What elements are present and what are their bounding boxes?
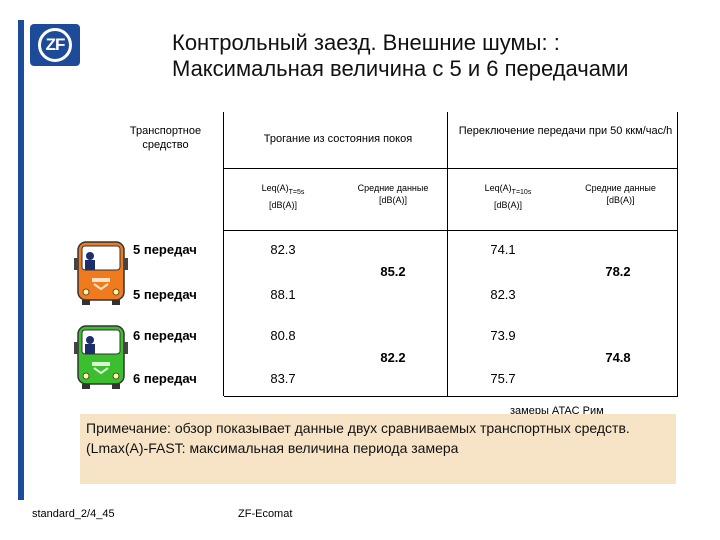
header-vehicle: Транспортное средство bbox=[129, 125, 202, 151]
zf-logo: ZF bbox=[30, 24, 80, 66]
row-label: 6 передач bbox=[133, 328, 197, 343]
value-shift: 74.1 bbox=[490, 242, 516, 257]
green-bus-icon bbox=[74, 325, 128, 389]
table-hline bbox=[224, 168, 678, 169]
table-vline bbox=[677, 112, 678, 396]
slide-title: Контрольный заезд. Внешние шумы: : Макси… bbox=[172, 30, 629, 81]
subheader-avg-shift: Средние данные [dB(A)] bbox=[585, 183, 656, 205]
orange-bus-icon bbox=[74, 241, 128, 305]
table-hline bbox=[224, 230, 678, 231]
avg-start: 82.2 bbox=[380, 350, 406, 365]
value-shift: 75.7 bbox=[490, 371, 516, 386]
avg-shift: 74.8 bbox=[605, 350, 631, 365]
value-start: 80.8 bbox=[270, 328, 296, 343]
footer-doc-id: standard_2/4_45 bbox=[32, 508, 115, 520]
table-vline bbox=[223, 112, 224, 396]
sidebar-accent-bar bbox=[18, 20, 24, 500]
value-start: 88.1 bbox=[270, 287, 296, 302]
note-box: Примечание: обзор показывает данные двух… bbox=[80, 414, 676, 484]
row-label: 6 передач bbox=[133, 371, 197, 386]
table-vline bbox=[447, 112, 448, 396]
row-label: 5 передач bbox=[133, 242, 197, 257]
value-start: 82.3 bbox=[270, 242, 296, 257]
avg-shift: 78.2 bbox=[605, 264, 631, 279]
noise-table: Транспортное средство Трогание из состоя… bbox=[108, 112, 678, 397]
note-line2: (Lmax(A)-FAST: максимальная величина пер… bbox=[86, 440, 459, 456]
header-shift: Переключение передачи при 50 ккм/час/h bbox=[458, 125, 673, 137]
subheader-leq-start: Leq(A)T=5s [dB(A)] bbox=[261, 183, 305, 210]
value-start: 83.7 bbox=[270, 371, 296, 386]
zf-logo-ring: ZF bbox=[38, 28, 72, 62]
header-start: Трогание из состояния покоя bbox=[263, 133, 413, 145]
value-shift: 73.9 bbox=[490, 328, 516, 343]
subheader-leq-shift: Leq(A)T=10s [dB(A)] bbox=[484, 183, 532, 210]
zf-logo-text: ZF bbox=[45, 35, 66, 54]
table-hline bbox=[224, 396, 678, 397]
value-shift: 82.3 bbox=[490, 287, 516, 302]
note-line1: Примечание: обзор показывает данные двух… bbox=[86, 420, 630, 436]
subheader-avg-start: Средние данные [dB(A)] bbox=[357, 183, 429, 205]
avg-start: 85.2 bbox=[380, 264, 406, 279]
row-label: 5 передач bbox=[133, 287, 197, 302]
footer-product: ZF-Ecomat bbox=[238, 508, 293, 520]
